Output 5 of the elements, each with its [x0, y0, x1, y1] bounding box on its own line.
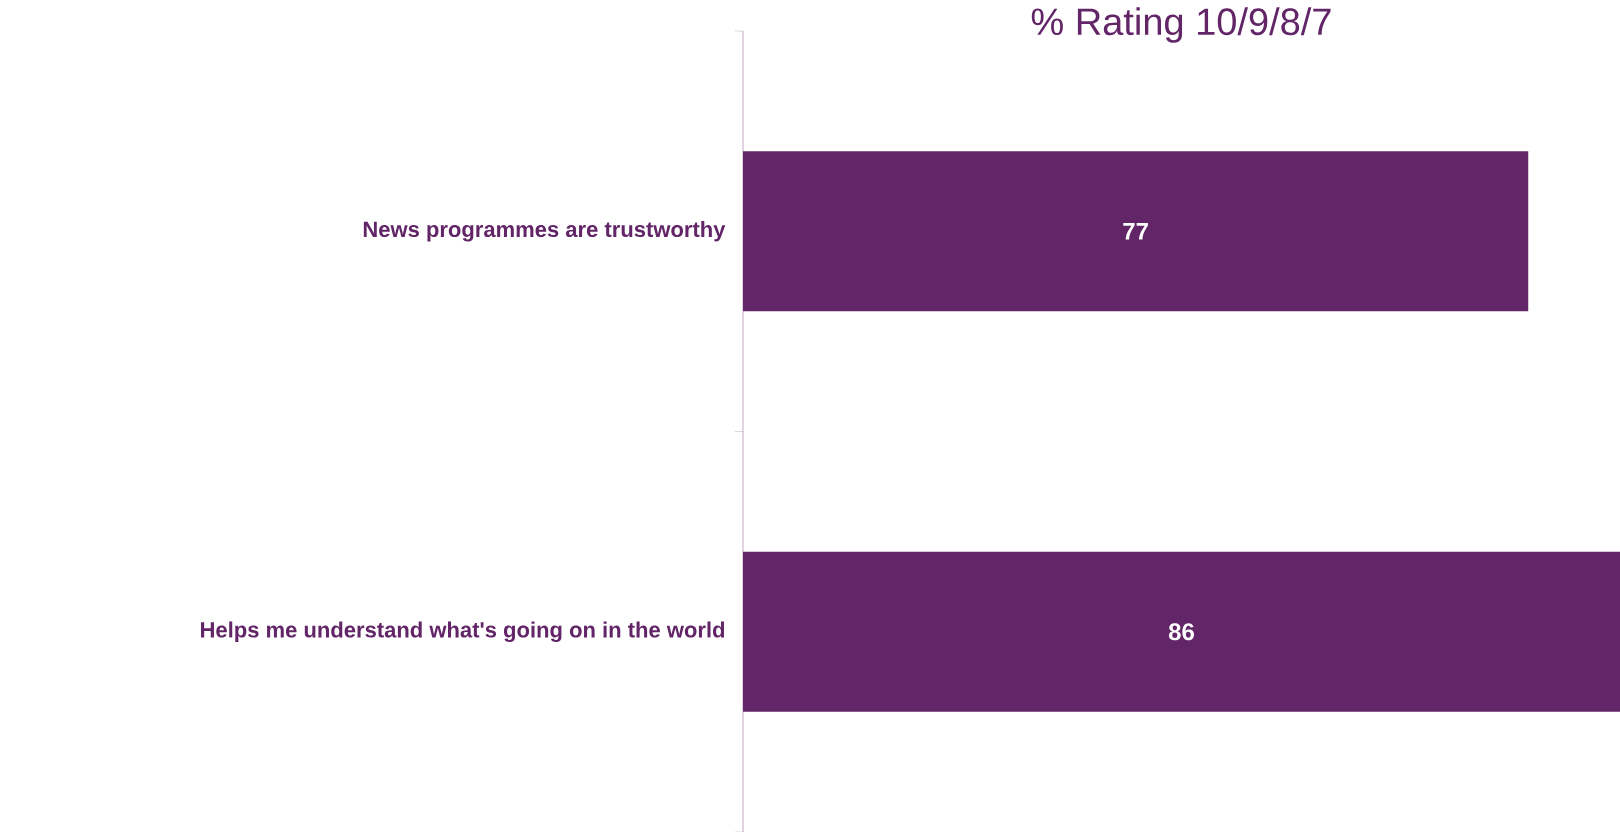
chart-title: % Rating 10/9/8/7 — [1031, 7, 1331, 43]
y-tick-label: Helps me understand what's going on in the world — [201, 621, 725, 643]
data-label: 86 — [1168, 623, 1194, 641]
y-tick-label: News programmes are trustworthy — [363, 220, 726, 242]
data-label: 77 — [1123, 223, 1148, 240]
